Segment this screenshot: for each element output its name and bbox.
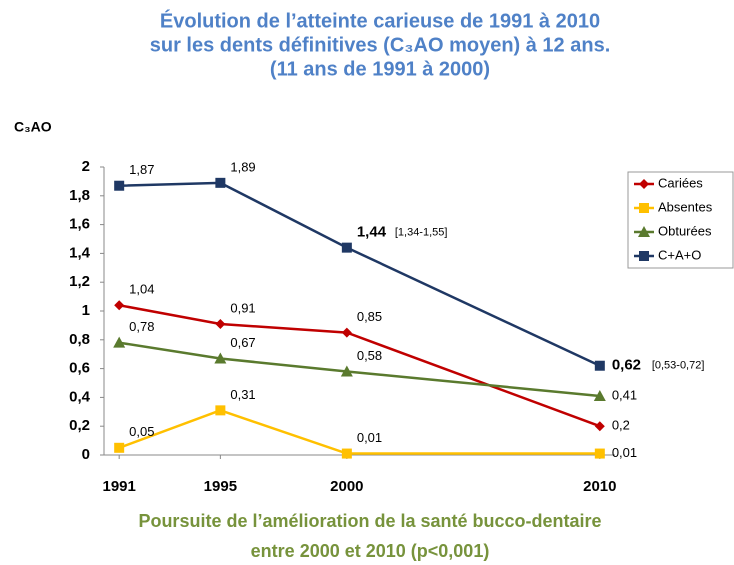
- data-label: 0,85: [357, 309, 382, 324]
- y-tick-label: 0: [82, 446, 90, 463]
- legend-label: Obturées: [658, 223, 712, 238]
- data-label: 0,01: [612, 445, 637, 460]
- annotation: [1,34-1,55]: [395, 227, 448, 239]
- marker: [114, 300, 125, 311]
- x-tick-label: 1991: [102, 478, 135, 495]
- series-line: [118, 304, 601, 428]
- data-label: 0,2: [612, 418, 630, 433]
- legend-label: Cariées: [658, 175, 703, 190]
- y-tick-label: 1: [82, 302, 90, 319]
- chart-title: sur les dents définitives (C₃AO moyen) à…: [150, 34, 611, 56]
- marker: [215, 177, 226, 188]
- marker: [593, 389, 606, 401]
- y-tick-label: 0,2: [69, 417, 90, 434]
- marker: [594, 360, 605, 371]
- marker: [341, 327, 352, 338]
- marker: [341, 448, 352, 459]
- marker: [594, 448, 605, 459]
- legend-label: C+A+O: [658, 247, 701, 262]
- marker: [113, 336, 126, 348]
- series-line: [119, 181, 601, 367]
- x-tick-label: 2000: [330, 478, 363, 495]
- chart-title: (11 ans de 1991 à 2000): [270, 58, 490, 80]
- data-label: 0,05: [129, 424, 154, 439]
- data-label: 0,62: [612, 357, 641, 374]
- x-tick-label: 2010: [583, 478, 616, 495]
- marker: [340, 365, 353, 377]
- subtitle: Poursuite de l’amélioration de la santé …: [138, 511, 601, 531]
- y-tick-label: 0,4: [69, 388, 91, 405]
- data-label: 1,87: [129, 162, 154, 177]
- y-tick-label: 0,8: [69, 331, 90, 348]
- data-label: 0,31: [230, 387, 255, 402]
- x-tick-label: 1995: [204, 478, 237, 495]
- data-label: 0,41: [612, 387, 637, 402]
- y-tick-label: 1,2: [69, 273, 90, 290]
- data-label: 0,91: [230, 300, 255, 315]
- marker: [114, 442, 125, 453]
- y-tick-label: 1,6: [69, 216, 90, 233]
- data-label: 1,44: [357, 224, 387, 241]
- data-label: 0,78: [129, 319, 154, 334]
- data-label: 0,58: [357, 348, 382, 363]
- marker: [114, 180, 125, 191]
- y-axis-label: C₃AO: [14, 119, 52, 135]
- marker: [341, 242, 352, 253]
- y-tick-label: 0,6: [69, 360, 90, 377]
- marker: [639, 179, 649, 189]
- marker: [639, 251, 649, 261]
- data-label: 0,67: [230, 335, 255, 350]
- data-label: 0,01: [357, 430, 382, 445]
- marker: [215, 318, 226, 329]
- data-label: 1,89: [230, 159, 255, 174]
- subtitle: entre 2000 et 2010 (p<0,001): [251, 541, 490, 561]
- legend-label: Absentes: [658, 199, 713, 214]
- data-label: 1,04: [129, 282, 154, 297]
- y-tick-label: 2: [82, 158, 90, 175]
- marker: [639, 203, 649, 213]
- marker: [215, 405, 226, 416]
- legend-box: [627, 171, 734, 269]
- marker: [638, 226, 650, 237]
- y-tick-label: 1,8: [69, 187, 90, 204]
- marker: [214, 352, 227, 364]
- chart-title: Évolution de l’atteinte carieuse de 1991…: [160, 9, 600, 32]
- series-line: [118, 341, 600, 398]
- marker: [594, 421, 605, 432]
- annotation: [0,53-0,72]: [652, 360, 705, 372]
- series-line: [118, 409, 600, 455]
- y-tick-label: 1,4: [69, 244, 91, 261]
